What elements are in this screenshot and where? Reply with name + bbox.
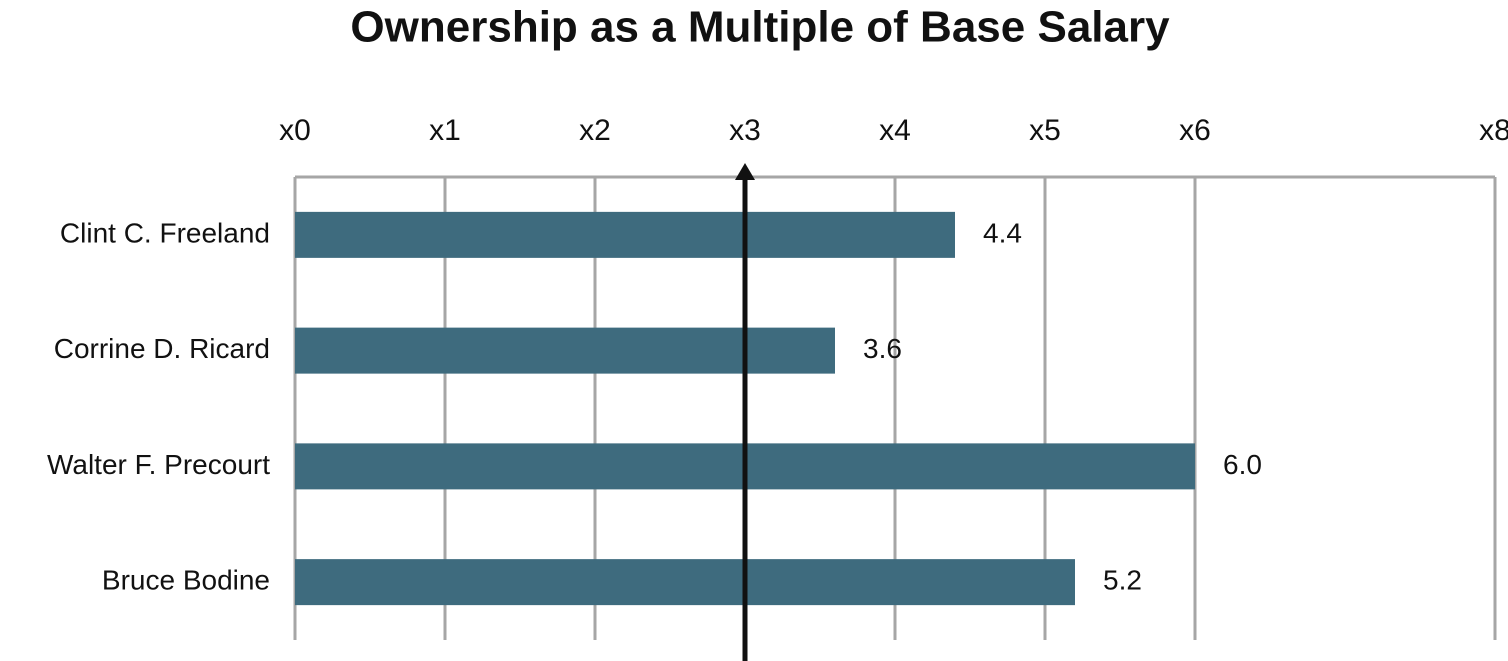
value-label: 3.6 <box>863 333 902 364</box>
bar <box>295 327 835 374</box>
value-label: 6.0 <box>1223 449 1262 480</box>
x-tick-label: x5 <box>1029 114 1061 147</box>
x-tick-label: x8 <box>1479 114 1508 147</box>
x-tick-label: x1 <box>429 114 461 147</box>
x-tick-label: x2 <box>579 114 611 147</box>
x-tick-label: x3 <box>729 114 761 147</box>
category-label: Clint C. Freeland <box>60 217 270 248</box>
x-tick-label: x0 <box>279 114 311 147</box>
bar <box>295 211 955 258</box>
reference-arrowhead <box>735 163 755 180</box>
chart-title: Ownership as a Multiple of Base Salary <box>350 3 1170 52</box>
value-label: 4.4 <box>983 217 1022 248</box>
x-tick-label: x4 <box>879 114 911 147</box>
x-tick-label: x6 <box>1179 114 1211 147</box>
category-label: Corrine D. Ricard <box>54 333 270 364</box>
category-label: Bruce Bodine <box>102 565 270 596</box>
value-label: 5.2 <box>1103 565 1142 596</box>
category-label: Walter F. Precourt <box>47 449 270 480</box>
bar <box>295 559 1075 606</box>
